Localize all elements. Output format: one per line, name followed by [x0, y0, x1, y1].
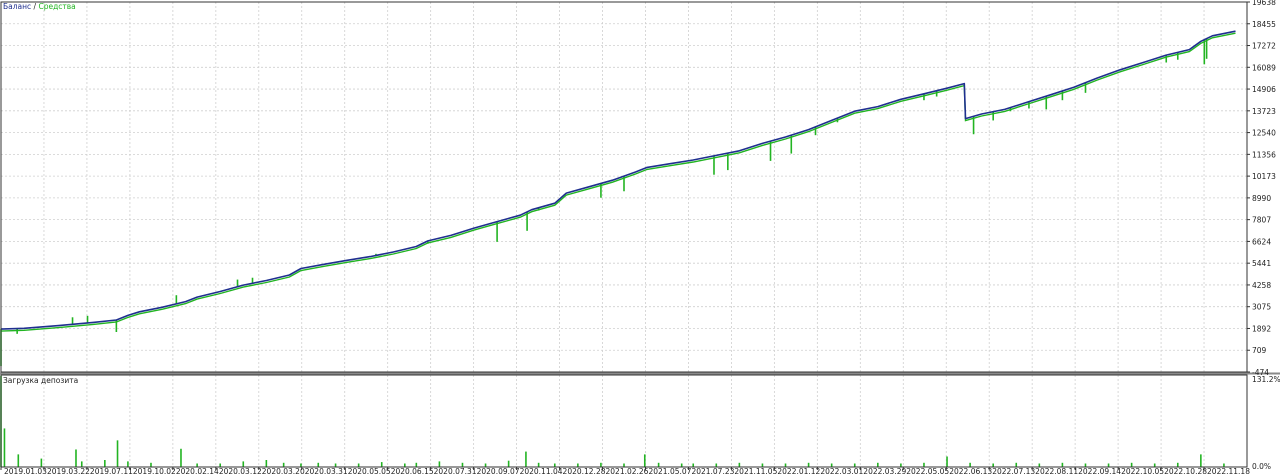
x-tick-label: 2020.06.15 — [391, 467, 434, 476]
x-tick-label: 2020.03.31 — [305, 467, 348, 476]
x-tick-label: 2022.01.12 — [777, 467, 820, 476]
x-tick-label: 2020.07.31 — [434, 467, 477, 476]
x-tick-label: 2022.11.18 — [1207, 467, 1250, 476]
y-axis-ticks: 19638 18455 17272 16089 14906 13723 12540 11356… — [1247, 0, 1276, 377]
legend: Баланс / Средства — [3, 2, 76, 11]
x-tick-label: 2021.02.26 — [606, 467, 649, 476]
x-tick-label: 2020.12.28 — [563, 467, 606, 476]
y-tick-label: 6624 — [1252, 237, 1271, 246]
x-tick-label: 2019.01.03 — [4, 467, 47, 476]
y-tick-label: 12540 — [1252, 129, 1276, 138]
y-tick-label: 18455 — [1252, 20, 1276, 29]
y-tick-label: 709 — [1252, 346, 1267, 355]
y-tick-label: -474 — [1252, 368, 1269, 377]
x-tick-label: 2022.10.28 — [1164, 467, 1207, 476]
sub-y-tick-label: 131.2% — [1252, 375, 1280, 384]
legend-separator: / — [31, 2, 38, 11]
x-tick-label: 2021.11.05 — [734, 467, 777, 476]
x-tick-label: 2021.05.07 — [648, 467, 691, 476]
main-frame — [0, 1, 1248, 373]
x-axis-ticks: 2019.01.03 2019.03.22 2019.07.11 2019.10.02… — [0, 467, 1250, 476]
x-tick-label: 2019.10.02 — [133, 467, 176, 476]
x-tick-label: 2020.11.04 — [520, 467, 563, 476]
sub-chart-label: Загрузка депозита — [3, 376, 78, 385]
x-tick-label: 2019.07.11 — [90, 467, 133, 476]
x-tick-label: 2021.07.23 — [691, 467, 734, 476]
x-tick-label: 2022.03.01 — [820, 467, 863, 476]
y-tick-label: 4258 — [1252, 281, 1271, 290]
equity-line — [0, 32, 1236, 332]
x-tick-label: 2020.09.07 — [477, 467, 520, 476]
x-tick-label: 2022.06.13 — [949, 467, 992, 476]
y-tick-label: 13723 — [1252, 107, 1276, 116]
sub-y-axis-ticks: 131.2% 0.0% — [1252, 375, 1280, 471]
y-tick-label: 1892 — [1252, 324, 1271, 333]
y-tick-label: 7807 — [1252, 216, 1271, 225]
x-tick-label: 2019.03.22 — [47, 467, 90, 476]
y-tick-label: 14906 — [1252, 85, 1276, 94]
y-tick-label: 11356 — [1252, 150, 1276, 159]
x-tick-label: 2020.05.05 — [348, 467, 391, 476]
y-tick-label: 8990 — [1252, 194, 1271, 203]
y-tick-label: 5441 — [1252, 259, 1271, 268]
x-tick-label: 2020.03.12 — [219, 467, 262, 476]
balance-line — [0, 30, 1236, 330]
x-tick-label: 2022.07.13 — [992, 467, 1035, 476]
y-tick-label: 19638 — [1252, 0, 1276, 7]
x-tick-label: 2022.10.05 — [1121, 467, 1164, 476]
legend-balance: Баланс — [3, 2, 31, 11]
x-tick-label: 2020.02.14 — [176, 467, 219, 476]
x-tick-label: 2022.03.29 — [863, 467, 906, 476]
y-tick-label: 3075 — [1252, 303, 1271, 312]
sub-frame — [0, 374, 1248, 468]
y-tick-label: 16089 — [1252, 63, 1276, 72]
x-tick-label: 2022.09.14 — [1078, 467, 1121, 476]
sub-y-tick-label: 0.0% — [1252, 462, 1271, 471]
legend-equity: Средства — [38, 2, 75, 11]
x-tick-label: 2020.03.20 — [262, 467, 305, 476]
y-tick-label: 10173 — [1252, 172, 1276, 181]
main-grid — [0, 1, 1248, 373]
y-tick-label: 17272 — [1252, 42, 1276, 51]
x-tick-label: 2022.05.05 — [906, 467, 949, 476]
x-tick-label: 2022.08.11 — [1035, 467, 1078, 476]
